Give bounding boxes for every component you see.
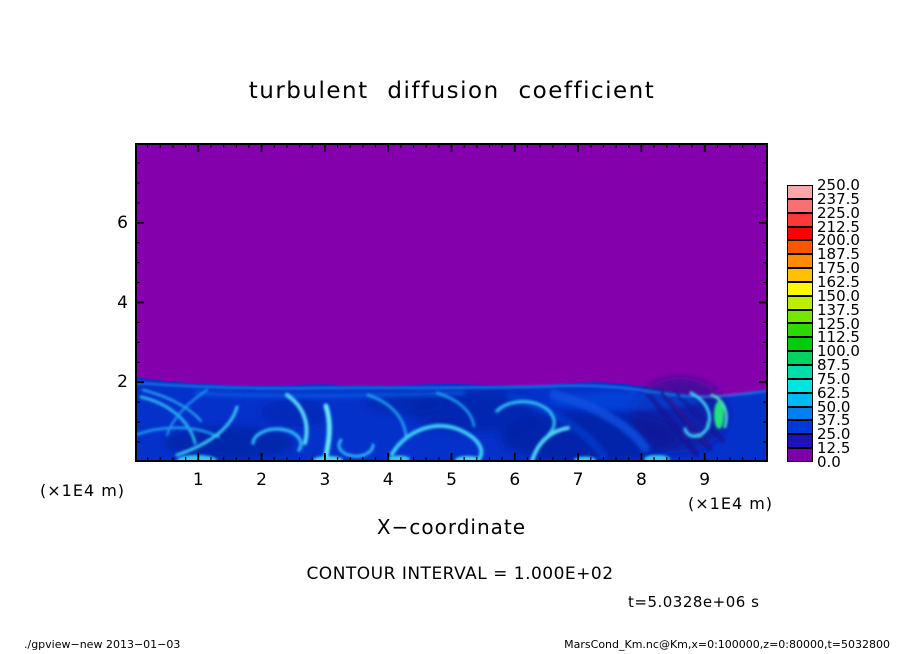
colorbar-cell — [787, 434, 813, 449]
colorbar-cell — [787, 323, 813, 338]
colorbar-cell — [787, 448, 813, 462]
colorbar-tick-label: 75.0 — [817, 369, 851, 388]
colorbar-cell — [787, 351, 813, 365]
y-tick-label: 6 — [117, 212, 128, 233]
colorbar-cell — [787, 420, 813, 435]
colorbar-tick-label: 250.0 — [817, 176, 860, 194]
colorbar-tick-label: 237.5 — [817, 189, 860, 208]
y-tick-label: 4 — [117, 292, 128, 313]
x-tick-label: 1 — [192, 470, 204, 490]
time-annotation: t=5.0328e+06 s — [628, 593, 760, 611]
x-tick-label: 5 — [446, 470, 457, 490]
colorbar-tick-label: 150.0 — [817, 286, 860, 305]
colorbar-cell — [787, 295, 813, 310]
colorbar-tick-label: 25.0 — [817, 425, 851, 444]
contour-field-plot — [135, 143, 768, 462]
colorbar-cell — [787, 392, 813, 407]
broad-shear-arcs — [194, 388, 700, 461]
colorbar-tick-label: 100.0 — [817, 342, 860, 361]
colorbar-tick-label: 162.5 — [817, 272, 860, 291]
colorbar-tick-label: 112.5 — [817, 328, 860, 347]
colorbar-cell — [787, 240, 813, 255]
y-tick-label: 2 — [117, 372, 128, 393]
x-tick-label: 4 — [382, 470, 394, 490]
x-tick-labels: 1 2 3 4 5 6 7 8 9 — [135, 470, 768, 492]
colorbar-tick-label: 225.0 — [817, 203, 860, 222]
cyan-filaments — [135, 382, 768, 462]
colorbar-cell — [787, 254, 813, 269]
colorbar-tick-label: 187.5 — [817, 245, 860, 264]
footer-datasource-stamp: MarsCond_Km.nc@Km,x=0:100000,z=0:80000,t… — [564, 638, 890, 651]
colorbar — [787, 185, 813, 462]
colorbar-tick-label: 175.0 — [817, 259, 860, 278]
y-tick-labels: 2 4 6 — [98, 143, 128, 462]
colorbar-tick-label: 87.5 — [817, 356, 851, 375]
colorbar-tick-label: 0.0 — [817, 453, 841, 471]
contour-interval-note: CONTOUR INTERVAL = 1.000E+02 — [306, 564, 614, 584]
colorbar-tick-label: 212.5 — [817, 217, 860, 236]
colorbar-cell — [787, 281, 813, 296]
colorbar-tick-label: 62.5 — [817, 383, 851, 402]
colorbar-cell — [787, 198, 813, 213]
x-unit-label-right: (×1E4 m) — [688, 494, 774, 513]
colorbar-cell — [787, 268, 813, 282]
local-maximum-spot — [714, 401, 724, 429]
x-tick-label: 6 — [509, 470, 521, 490]
colorbar-cell — [787, 212, 813, 227]
footer-command-stamp: ./gpview−new 2013−01−03 — [24, 638, 181, 651]
x-tick-label: 3 — [319, 470, 331, 490]
plot-title: turbulent diffusion coefficient — [248, 78, 656, 104]
x-tick-label: 8 — [635, 470, 647, 490]
x-unit-label-left: (×1E4 m) — [40, 481, 126, 500]
colorbar-cell — [787, 226, 813, 241]
x-tick-label: 9 — [699, 470, 711, 490]
x-tick-label: 2 — [256, 470, 267, 490]
colorbar-tick-label: 12.5 — [817, 439, 851, 458]
plot-frame — [135, 143, 768, 462]
turbulent-boundary-layer — [135, 377, 768, 462]
colorbar-cell — [787, 406, 813, 421]
colorbar-tick-label: 137.5 — [817, 300, 860, 319]
colorbar-cell — [787, 185, 813, 199]
colorbar-labels: 250.0 237.5 225.0 212.5 200.0 187.5 175.0 162.5… — [817, 177, 897, 470]
colorbar-cell — [787, 309, 813, 324]
colorbar-tick-label: 37.5 — [817, 411, 851, 430]
colorbar-tick-label: 200.0 — [817, 231, 860, 250]
colorbar-cell — [787, 364, 813, 379]
colorbar-cell — [787, 337, 813, 352]
colorbar-cell — [787, 378, 813, 393]
colorbar-tick-label: 50.0 — [817, 397, 851, 416]
x-axis-title: X−coordinate — [376, 515, 527, 539]
x-tick-label: 7 — [572, 470, 584, 490]
colorbar-tick-label: 125.0 — [817, 314, 860, 333]
